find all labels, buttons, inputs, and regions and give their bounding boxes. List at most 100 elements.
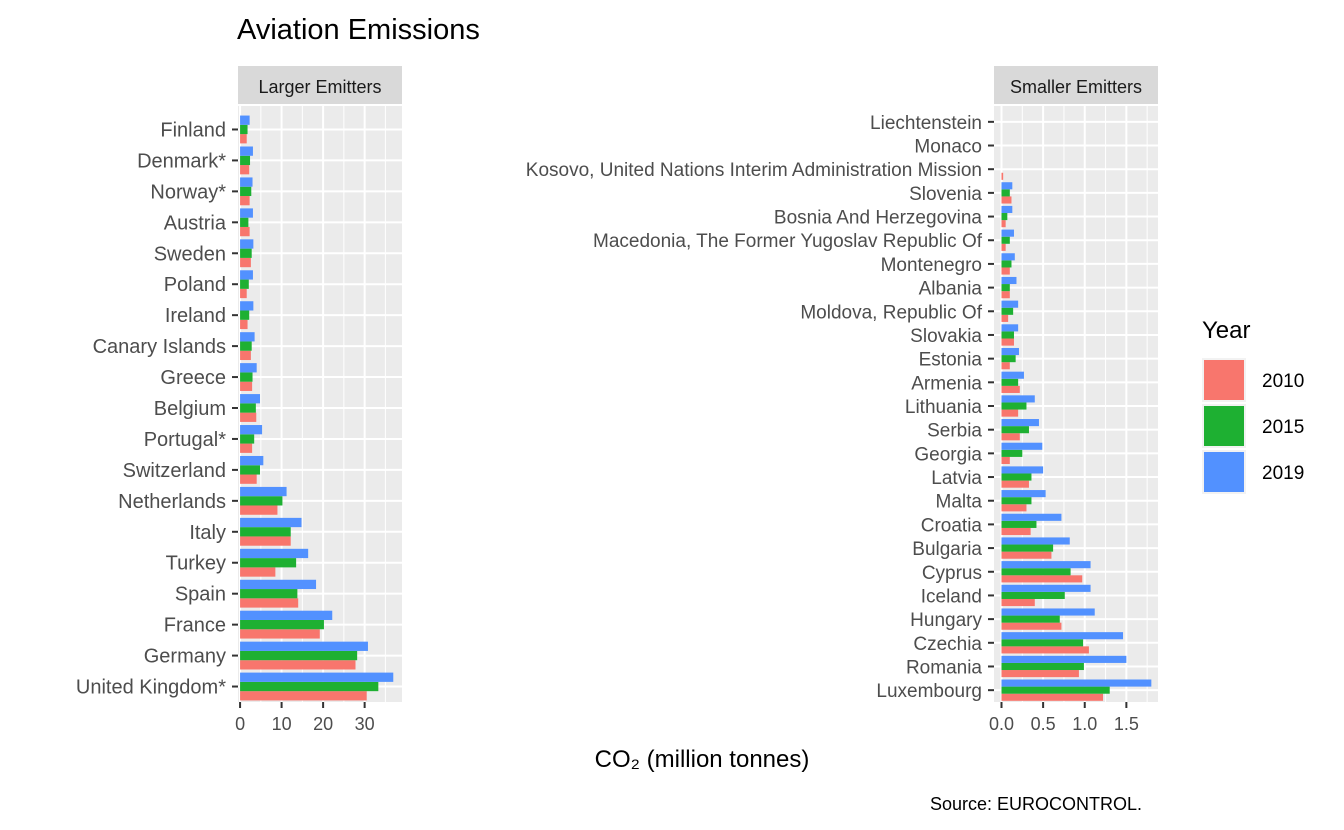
panel-larger-emitters: Larger Emitters Finland Denmark* Norway* Au… [76,66,402,734]
bar-2010 [240,536,291,546]
y-tick-label: Switzerland [123,460,226,482]
bar-2015 [1001,520,1037,528]
bar-2015 [1001,544,1054,552]
bar-2010 [240,319,248,330]
bar-2019 [1001,537,1070,545]
bar-2019 [240,177,253,187]
y-tick-label: Latvia [931,468,982,489]
y-tick-label: Slovenia [909,184,982,205]
bar-2010 [240,134,247,144]
y-tick-label: Malta [936,492,983,513]
y-tick-label: Estonia [919,350,983,371]
bar-2010 [240,660,356,670]
bar-2010 [1001,575,1083,583]
bar-2010 [1001,220,1006,228]
y-tick-label: Belgium [154,398,226,420]
x-tick-label: 10 [272,714,292,734]
bar-2010 [1001,504,1027,512]
bar-2010 [240,691,367,701]
chart-title: Aviation Emissions [237,14,480,46]
y-tick-label: Canary Islands [93,336,226,358]
bar-2010 [240,567,276,577]
legend-label: 2010 [1262,371,1304,392]
bar-2010 [1001,480,1029,488]
x-axis-larger: 0 10 20 30 [235,702,375,734]
legend: Year 2010 2015 2019 [1202,317,1304,494]
y-tick-label: Netherlands [118,491,226,513]
legend-items: 2010 2015 2019 [1202,358,1304,494]
bar-2010 [1001,243,1006,251]
bar-2015 [240,619,324,630]
y-tick-label: Bulgaria [912,539,982,560]
bar-2019 [1001,253,1015,261]
y-tick-label: Czechia [913,634,982,655]
bar-2015 [1001,473,1032,481]
bar-2015 [240,186,252,197]
bar-2019 [240,208,253,218]
bar-2010 [240,629,320,639]
bar-2010 [1001,456,1010,465]
bar-2010 [1001,196,1012,204]
y-tick-label: Greece [160,367,226,389]
bar-2015 [240,681,379,692]
bar-2019 [240,301,254,311]
bar-2015 [1001,236,1010,244]
bar-2015 [1001,686,1110,694]
strip-background-smaller [994,66,1158,104]
y-tick-label: Luxembourg [876,681,982,702]
y-tick-label: Denmark* [137,150,226,172]
y-tick-label: Portugal* [144,429,226,451]
bar-2015 [1001,213,1008,221]
bar-2010 [240,226,250,237]
bar-2019 [1001,395,1035,403]
bar-2015 [240,650,358,661]
bar-2019 [240,455,264,466]
bar-2019 [1001,324,1019,332]
x-tick-label: 20 [313,714,333,734]
bar-2010 [240,412,257,422]
gridlines-larger [238,106,402,702]
bar-2015 [240,527,291,537]
y-tick-label: Hungary [910,610,982,631]
bar-2010 [1001,693,1104,701]
panel-smaller-emitters: Smaller Emitters Liechtenstein MonacoKoso… [526,66,1158,734]
y-tick-label: Armenia [911,373,982,394]
bar-2019 [1001,608,1095,616]
source-caption: Source: EUROCONTROL. [930,794,1142,814]
y-tick-label: Croatia [921,515,983,536]
bar-2019 [1001,655,1127,663]
bar-2019 [1001,632,1124,640]
bar-2019 [1001,371,1024,379]
bar-2015 [240,248,252,258]
bar-2015 [1001,591,1065,599]
bar-2010 [1001,291,1010,299]
bar-2010 [1001,598,1035,607]
bar-2019 [1001,300,1019,308]
legend-title: Year [1202,317,1251,344]
y-tick-label: Finland [160,119,226,141]
bar-2010 [1001,670,1079,678]
y-tick-label: Italy [189,522,226,544]
bar-2010 [240,196,250,206]
bar-2015 [1001,307,1014,315]
bar-2015 [1001,260,1012,268]
bar-2015 [1001,402,1027,410]
y-tick-label: Austria [164,212,227,234]
y-tick-label: Iceland [921,586,982,607]
y-tick-label: Serbia [927,421,982,442]
bars-larger [240,115,394,701]
bar-2015 [240,279,249,289]
bar-2010 [1001,551,1052,559]
bar-2019 [240,146,253,156]
strip-background-larger [238,66,402,104]
bar-2019 [1001,419,1039,427]
legend-swatch-2015 [1204,406,1244,446]
bar-2015 [240,341,252,351]
bar-2015 [240,155,251,166]
bar-2015 [1001,615,1060,623]
bar-2015 [240,589,298,599]
y-tick-label: Spain [175,584,226,606]
bar-2019 [1001,276,1017,285]
bar-2015 [240,496,283,506]
